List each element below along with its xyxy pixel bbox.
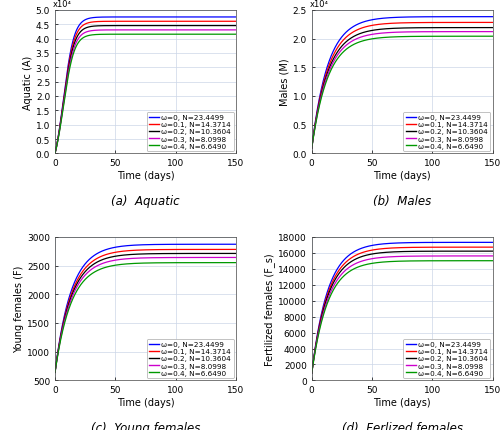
Text: (a)  Aquatic: (a) Aquatic — [111, 195, 180, 208]
Text: x10⁴: x10⁴ — [310, 0, 329, 9]
X-axis label: Time (days): Time (days) — [116, 397, 174, 407]
Legend: ω=0, N=23.4499, ω=0.1, N=14.3714, ω=0.2, N=10.3604, ω=0.3, N=8.0998, ω=0.4, N=6.: ω=0, N=23.4499, ω=0.1, N=14.3714, ω=0.2,… — [403, 112, 490, 152]
Text: x10⁴: x10⁴ — [53, 0, 72, 9]
X-axis label: Time (days): Time (days) — [374, 397, 431, 407]
Text: (b)  Males: (b) Males — [373, 195, 431, 208]
Y-axis label: Aquatic (A): Aquatic (A) — [23, 55, 33, 110]
Legend: ω=0, N=23.4499, ω=0.1, N=14.3714, ω=0.2, N=10.3604, ω=0.3, N=8.0998, ω=0.4, N=6.: ω=0, N=23.4499, ω=0.1, N=14.3714, ω=0.2,… — [403, 339, 490, 378]
Y-axis label: Males (M): Males (M) — [280, 58, 289, 106]
Text: (c)  Young females: (c) Young females — [90, 421, 200, 430]
Y-axis label: Fertilized females (F_s): Fertilized females (F_s) — [264, 253, 276, 365]
X-axis label: Time (days): Time (days) — [116, 171, 174, 181]
Legend: ω=0, N=23.4499, ω=0.1, N=14.3714, ω=0.2, N=10.3604, ω=0.3, N=8.0998, ω=0.4, N=6.: ω=0, N=23.4499, ω=0.1, N=14.3714, ω=0.2,… — [146, 339, 234, 378]
X-axis label: Time (days): Time (days) — [374, 171, 431, 181]
Text: (d)  Ferlized females: (d) Ferlized females — [342, 421, 462, 430]
Legend: ω=0, N=23.4499, ω=0.1, N=14.3714, ω=0.2, N=10.3604, ω=0.3, N=8.0998, ω=0.4, N=6.: ω=0, N=23.4499, ω=0.1, N=14.3714, ω=0.2,… — [146, 112, 234, 152]
Y-axis label: Young females (F): Young females (F) — [14, 265, 24, 353]
